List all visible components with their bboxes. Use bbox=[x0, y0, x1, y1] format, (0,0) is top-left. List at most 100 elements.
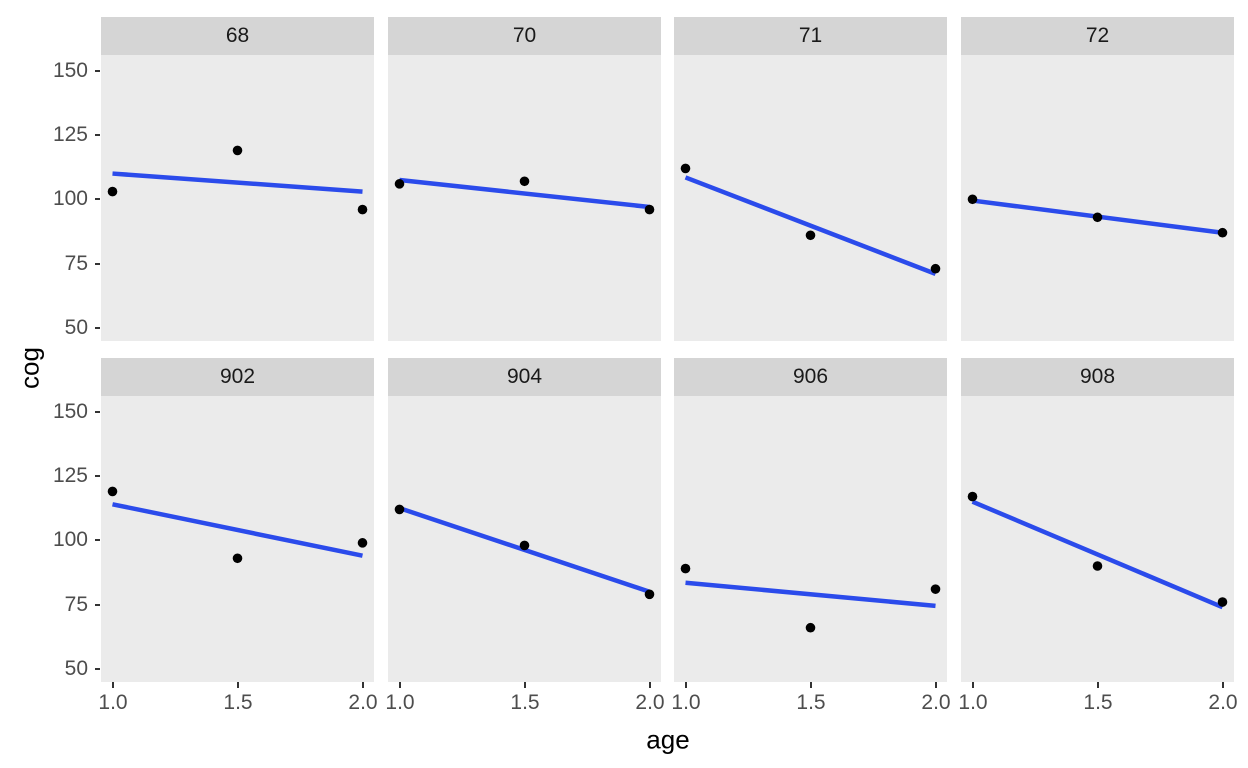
facet-strip-68: 68 bbox=[101, 17, 374, 55]
y-axis-tick bbox=[95, 604, 100, 606]
data-point bbox=[644, 589, 655, 600]
regression-line bbox=[112, 502, 363, 558]
y-axis-tick bbox=[95, 327, 100, 329]
x-axis-tick-label: 1.0 bbox=[385, 691, 415, 714]
x-axis-title: age bbox=[646, 724, 690, 755]
data-point bbox=[644, 204, 655, 215]
y-axis-tick bbox=[95, 70, 100, 72]
facet-strip-72: 72 bbox=[961, 17, 1234, 55]
facet-panel-72 bbox=[961, 55, 1234, 341]
facet-strip-label: 72 bbox=[1085, 24, 1110, 47]
x-axis-tick-label: 1.0 bbox=[958, 691, 988, 714]
x-axis-tick bbox=[399, 682, 401, 688]
data-point bbox=[967, 491, 978, 502]
x-axis-tick bbox=[1222, 682, 1224, 688]
regression-line bbox=[971, 499, 1224, 610]
facet-panel-904 bbox=[388, 396, 661, 682]
data-point bbox=[967, 194, 978, 205]
y-axis-tick-label: 75 bbox=[64, 593, 88, 616]
regression-line bbox=[399, 177, 650, 210]
data-point bbox=[1092, 212, 1103, 223]
data-point bbox=[805, 230, 816, 241]
facet-strip-904: 904 bbox=[388, 358, 661, 396]
data-point bbox=[107, 186, 118, 197]
y-axis-tick bbox=[95, 411, 100, 413]
y-axis-tick bbox=[95, 263, 100, 265]
x-axis-tick-label: 2.0 bbox=[1208, 691, 1238, 714]
data-point bbox=[805, 622, 816, 633]
x-axis-tick bbox=[362, 682, 364, 688]
y-axis-tick-label: 150 bbox=[52, 59, 88, 82]
data-point bbox=[1217, 227, 1228, 238]
facet-strip-label: 70 bbox=[512, 24, 537, 47]
x-axis-tick bbox=[935, 682, 937, 688]
y-axis-tick-label: 75 bbox=[64, 252, 88, 275]
x-axis-tick-label: 2.0 bbox=[921, 691, 951, 714]
y-axis-tick bbox=[95, 668, 100, 670]
x-axis-tick-label: 2.0 bbox=[635, 691, 665, 714]
facet-strip-label: 906 bbox=[792, 365, 829, 388]
x-axis-tick bbox=[685, 682, 687, 688]
facet-panel-906 bbox=[674, 396, 947, 682]
x-axis-tick-label: 1.5 bbox=[796, 691, 826, 714]
x-axis-tick-label: 1.5 bbox=[223, 691, 253, 714]
x-axis-tick-label: 1.0 bbox=[671, 691, 701, 714]
x-axis-tick-label: 2.0 bbox=[348, 691, 378, 714]
x-axis-tick-label: 1.0 bbox=[98, 691, 128, 714]
y-axis-tick-label: 100 bbox=[52, 187, 88, 210]
x-axis-tick bbox=[649, 682, 651, 688]
regression-line bbox=[112, 171, 363, 194]
facet-strip-label: 908 bbox=[1079, 365, 1116, 388]
data-point bbox=[680, 563, 691, 574]
x-axis-tick bbox=[972, 682, 974, 688]
x-axis-tick bbox=[112, 682, 114, 688]
facet-panel-902 bbox=[101, 396, 374, 682]
x-axis-tick bbox=[237, 682, 239, 688]
y-axis-tick bbox=[95, 134, 100, 136]
facet-strip-label: 71 bbox=[798, 24, 823, 47]
y-axis-tick bbox=[95, 475, 100, 477]
data-point bbox=[519, 540, 530, 551]
data-point bbox=[394, 179, 405, 189]
data-point bbox=[232, 145, 243, 156]
y-axis-tick bbox=[95, 539, 100, 541]
y-axis-tick-label: 125 bbox=[52, 464, 88, 487]
y-axis-tick bbox=[95, 198, 100, 200]
facet-strip-71: 71 bbox=[674, 17, 947, 55]
data-point bbox=[1092, 561, 1103, 571]
facet-panel-908 bbox=[961, 396, 1234, 682]
facet-strip-70: 70 bbox=[388, 17, 661, 55]
facet-strip-908: 908 bbox=[961, 358, 1234, 396]
x-axis-tick bbox=[810, 682, 812, 688]
regression-line bbox=[685, 580, 936, 609]
data-point bbox=[107, 486, 118, 497]
facet-strip-label: 68 bbox=[225, 24, 250, 47]
data-point bbox=[930, 263, 941, 274]
data-point bbox=[232, 553, 243, 564]
data-point bbox=[1217, 597, 1228, 607]
x-axis-tick-label: 1.5 bbox=[510, 691, 540, 714]
y-axis-tick-label: 150 bbox=[52, 400, 88, 423]
facet-strip-902: 902 bbox=[101, 358, 374, 396]
x-axis-tick bbox=[1097, 682, 1099, 688]
data-point bbox=[519, 176, 530, 187]
facet-panel-71 bbox=[674, 55, 947, 341]
data-point bbox=[680, 163, 691, 174]
facet-strip-label: 902 bbox=[219, 365, 256, 388]
facet-strip-906: 906 bbox=[674, 358, 947, 396]
data-point bbox=[930, 584, 941, 594]
y-axis-title: cog bbox=[14, 347, 45, 389]
y-axis-tick-label: 100 bbox=[52, 528, 88, 551]
data-point bbox=[394, 504, 405, 515]
y-axis-tick-label: 50 bbox=[64, 657, 88, 680]
x-axis-tick bbox=[524, 682, 526, 688]
facet-strip-label: 904 bbox=[506, 365, 543, 388]
x-axis-tick-label: 1.5 bbox=[1083, 691, 1113, 714]
data-point bbox=[357, 538, 368, 548]
regression-line bbox=[684, 175, 937, 276]
facet-panel-70 bbox=[388, 55, 661, 341]
facet-panel-68 bbox=[101, 55, 374, 341]
data-point bbox=[357, 204, 368, 215]
y-axis-tick-label: 125 bbox=[52, 123, 88, 146]
